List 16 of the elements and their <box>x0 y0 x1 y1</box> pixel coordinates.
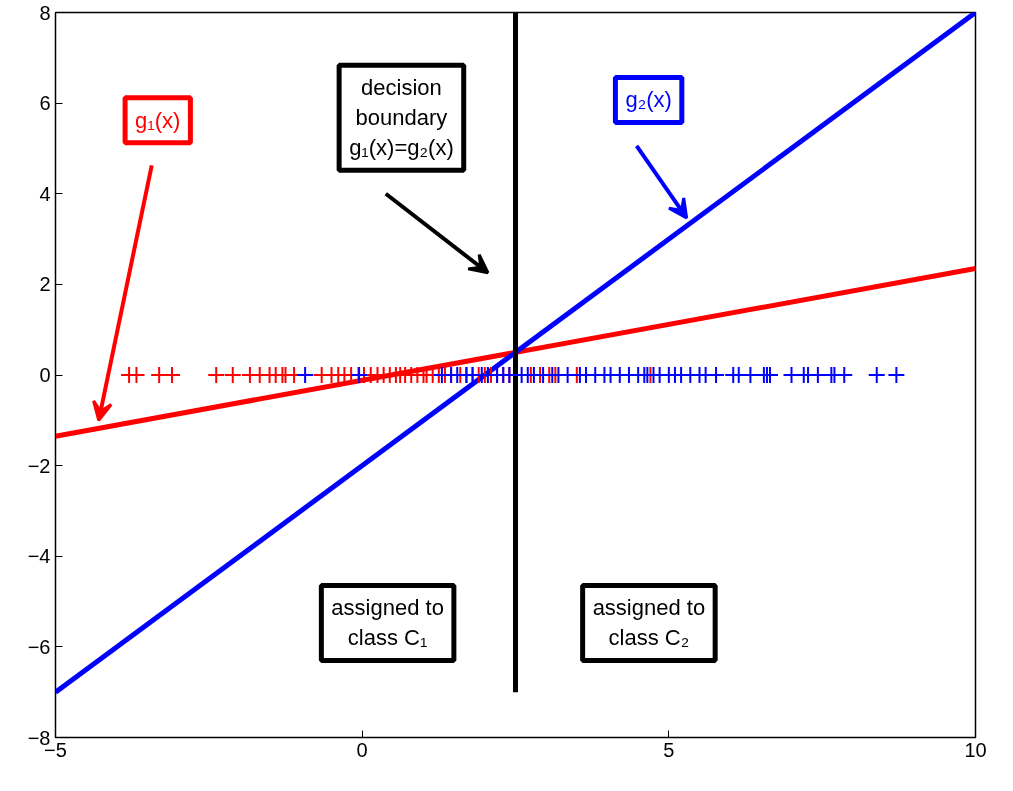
text: g₂(x) <box>625 87 672 113</box>
annotation: assigned to class C₁ <box>331 595 444 651</box>
y-tick-label: −4 <box>27 545 51 568</box>
annotation: assigned to class C₂ <box>592 595 706 651</box>
y-tick-label: −6 <box>27 635 51 658</box>
y-tick-label: 8 <box>39 1 51 24</box>
y-tick-label: 0 <box>39 364 51 386</box>
x-tick-label: 0 <box>356 738 368 761</box>
annotation: decision boundary g₁(x)=g₂(x) <box>349 75 454 161</box>
x-tick-label: 10 <box>964 738 987 761</box>
text: g₁(x) <box>135 107 181 133</box>
x-tick-label: 5 <box>663 738 675 761</box>
y-tick-label: 6 <box>39 92 51 115</box>
y-tick-label: 2 <box>39 273 51 296</box>
y-tick-label: 4 <box>39 182 51 205</box>
y-tick-label: −2 <box>27 454 51 477</box>
